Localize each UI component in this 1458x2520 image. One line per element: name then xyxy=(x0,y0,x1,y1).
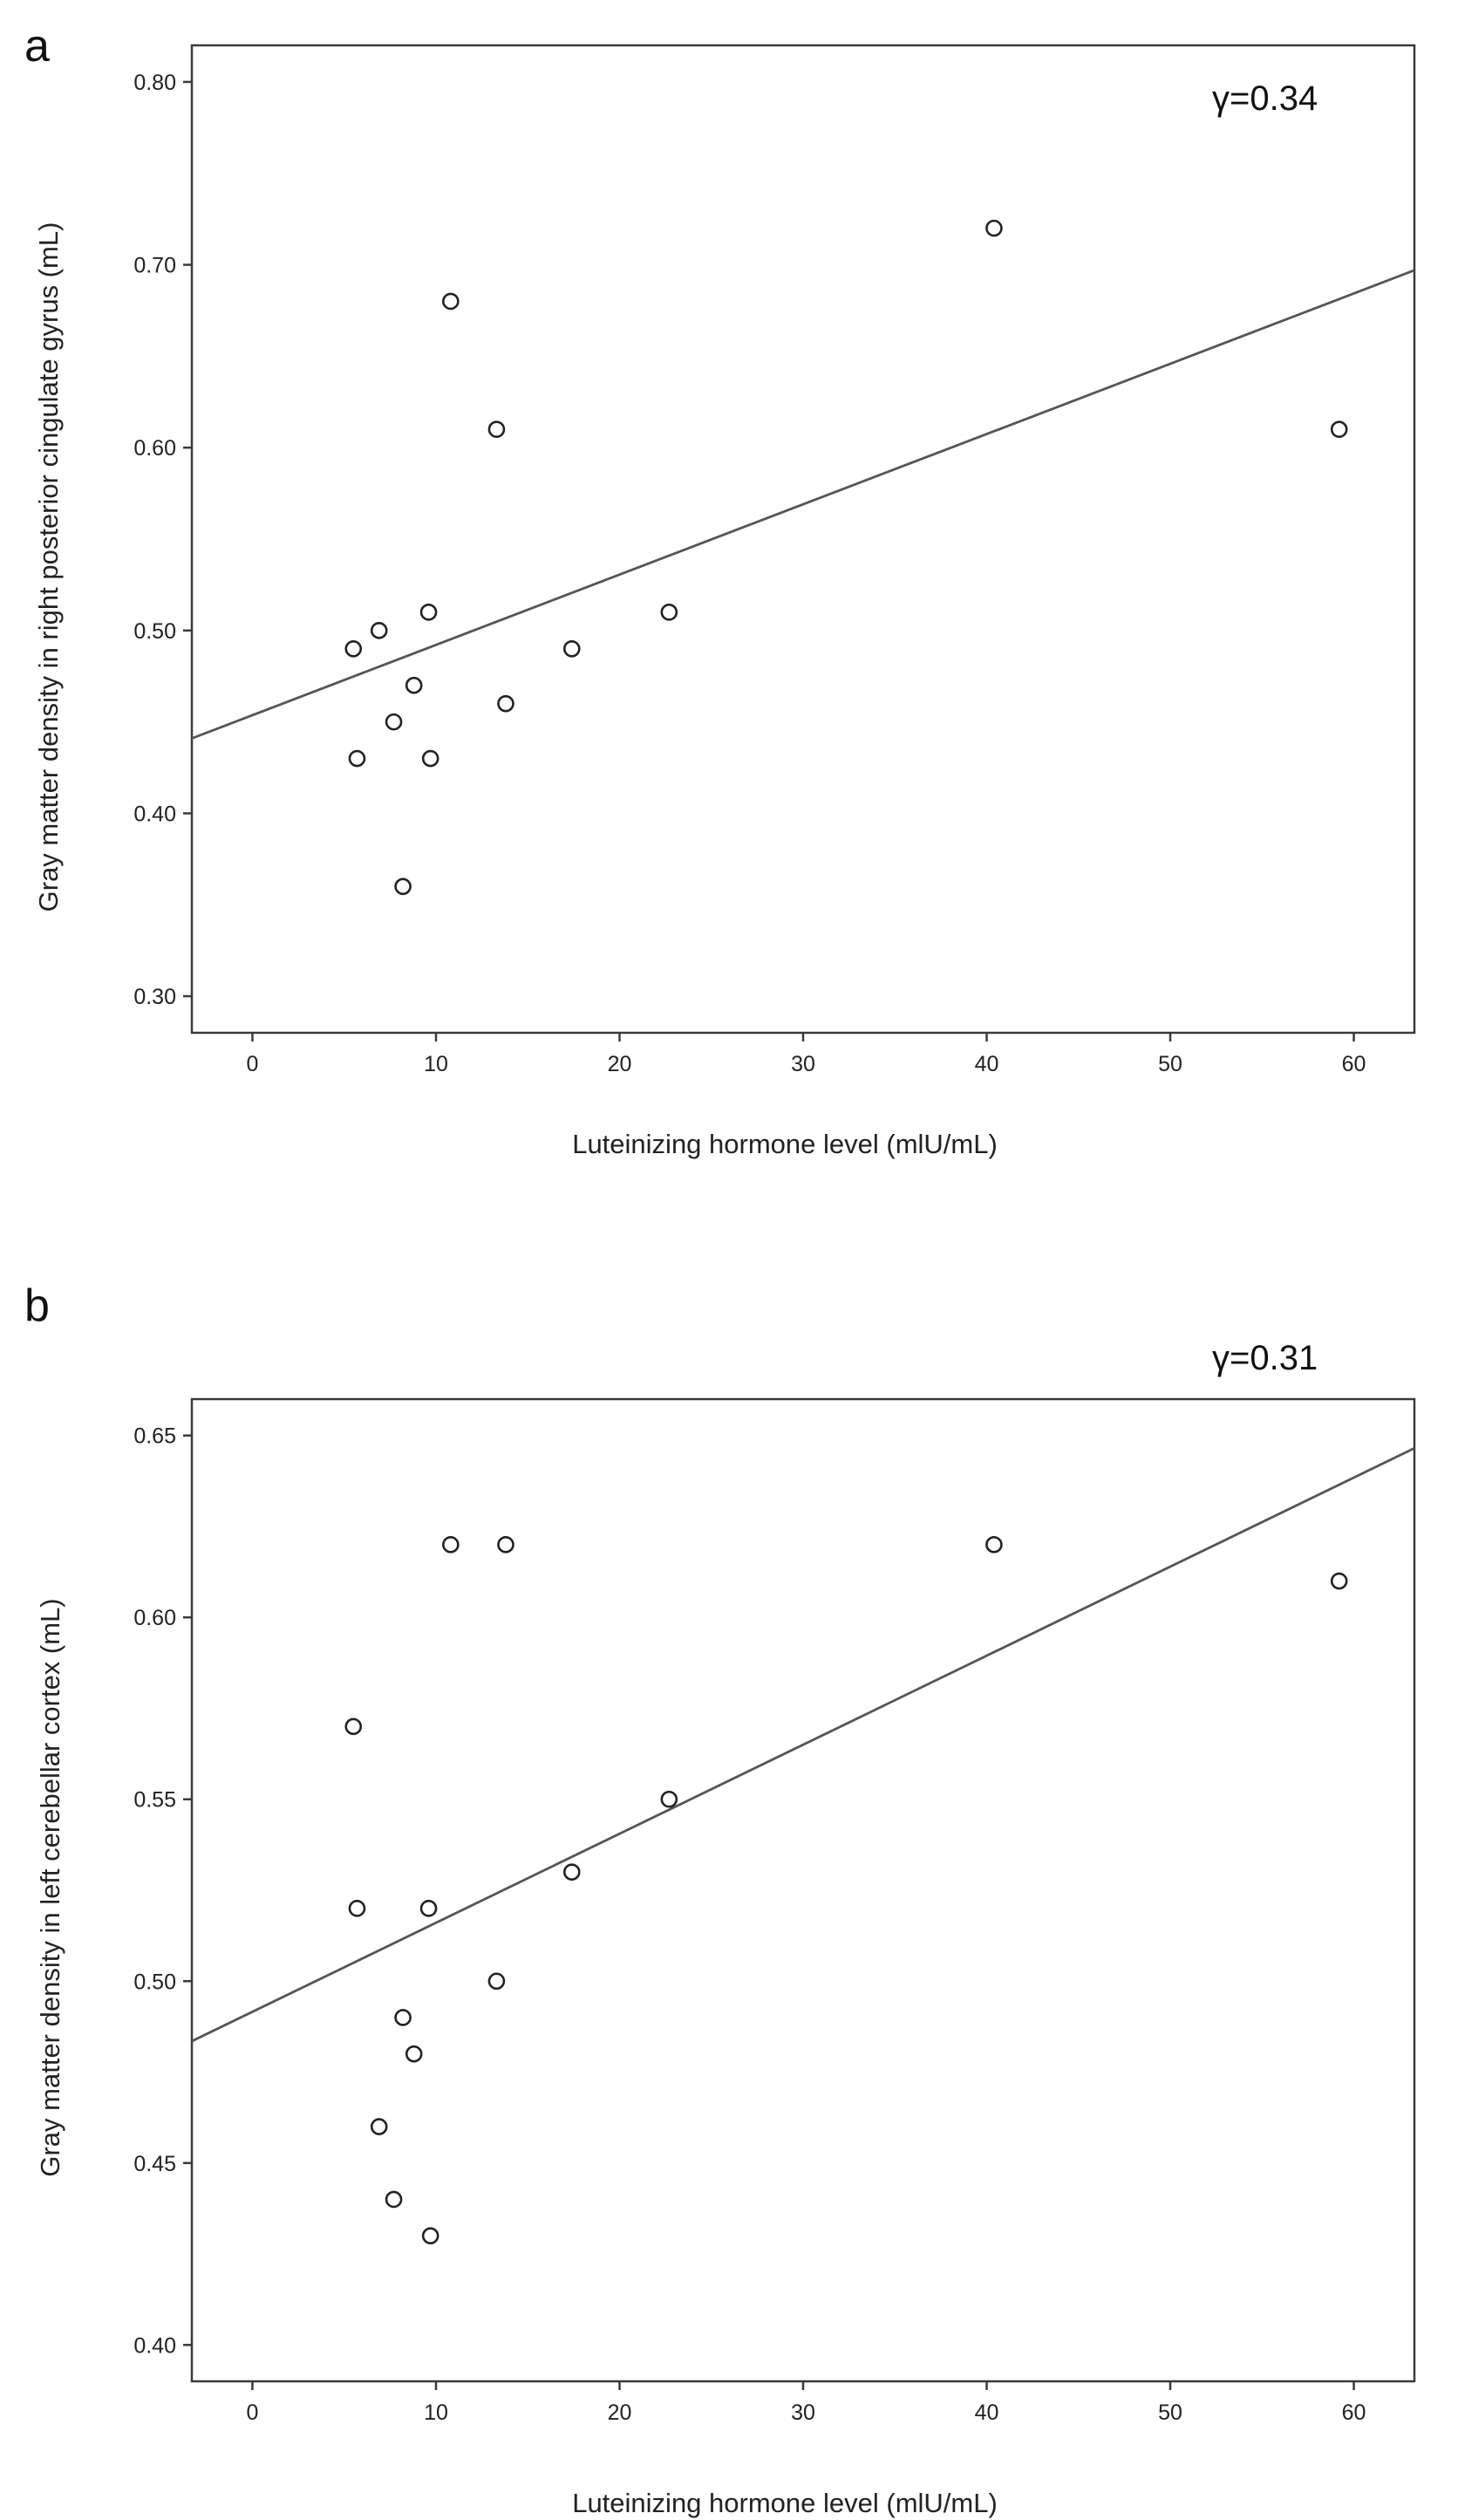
scatter-point xyxy=(394,878,412,896)
plot-frame xyxy=(190,44,1416,1035)
scatter-chart-b: b γ=0.31 Luteinizing hormone level (mlU/… xyxy=(24,1280,1416,2518)
x-tick-label: 50 xyxy=(1158,1052,1182,1076)
scatter-point xyxy=(497,694,514,713)
plot-area: 0.40 0.45 0.50 0.55 0.60 0.65 0 10 20 30 40 50 60 xyxy=(133,1397,1416,2425)
scatter-point xyxy=(385,713,403,731)
y-tick-label: 0.80 xyxy=(133,71,176,95)
scatter-point xyxy=(385,2190,403,2209)
x-tick-label: 60 xyxy=(1342,1052,1366,1076)
x-tick-label: 10 xyxy=(424,1052,448,1076)
y-tick-label: 0.55 xyxy=(133,1788,176,1813)
y-tick-label: 0.45 xyxy=(133,2152,176,2176)
scatter-point xyxy=(421,749,439,768)
plot-area: 0.30 0.40 0.50 0.60 0.70 0.80 0 10 20 30 40 50 60 xyxy=(133,44,1416,1076)
scatter-point xyxy=(487,420,506,439)
correlation-annotation: γ=0.34 xyxy=(1212,79,1318,118)
x-tick-label: 60 xyxy=(1342,2400,1366,2425)
scatter-chart-a: a γ=0.34 Luteinizing hormone level (mlU/… xyxy=(24,21,1416,1159)
scatter-point xyxy=(344,1718,363,1736)
scatter-point xyxy=(442,1536,460,1554)
regression-line xyxy=(191,269,1415,740)
scatter-panel-b: b γ=0.31 Luteinizing hormone level (mlU/… xyxy=(0,1260,1458,2519)
scatter-point xyxy=(370,622,388,639)
scatter-point xyxy=(405,676,423,694)
scatter-point xyxy=(405,2045,423,2063)
y-axis-title: Gray matter density in right posterior c… xyxy=(33,222,64,912)
scatter-point xyxy=(562,639,581,658)
scatter-point xyxy=(421,2227,439,2244)
x-tick-label: 30 xyxy=(791,2400,815,2425)
x-tick-label: 20 xyxy=(608,2400,632,2425)
x-tick-label: 40 xyxy=(975,1052,999,1076)
x-tick-label: 50 xyxy=(1158,2400,1182,2425)
y-tick-label: 0.50 xyxy=(133,1970,176,1994)
x-axis-title: Luteinizing hormone level (mlU/mL) xyxy=(572,2488,998,2518)
scatter-point xyxy=(394,2009,412,2026)
scatter-point xyxy=(370,2118,388,2135)
y-tick-label: 0.30 xyxy=(133,985,176,1009)
y-tick-label: 0.40 xyxy=(133,802,176,826)
scatter-point xyxy=(348,1900,366,1917)
x-axis-title: Luteinizing hormone level (mlU/mL) xyxy=(572,1129,998,1159)
y-tick-label: 0.60 xyxy=(133,436,176,461)
panel-label: a xyxy=(24,21,50,72)
scatter-point xyxy=(985,1536,1003,1554)
regression-line xyxy=(191,1447,1415,2043)
scatter-point xyxy=(487,1972,506,1991)
scatter-point xyxy=(985,219,1003,237)
scatter-point xyxy=(1330,1572,1348,1590)
y-tick-label: 0.50 xyxy=(133,619,176,644)
y-axis-title: Gray matter density in left cerebellar c… xyxy=(35,1598,65,2176)
scatter-point xyxy=(348,749,366,768)
y-tick-label: 0.70 xyxy=(133,254,176,278)
plot-frame xyxy=(190,1397,1416,2383)
x-tick-label: 0 xyxy=(247,2400,259,2425)
x-tick-label: 30 xyxy=(791,1052,815,1076)
scatter-point xyxy=(419,1900,438,1917)
scatter-point xyxy=(497,1536,514,1554)
scatter-point xyxy=(442,292,460,311)
x-tick-label: 20 xyxy=(608,1052,632,1076)
scatter-point xyxy=(1330,420,1348,439)
scatter-point xyxy=(660,1790,678,1808)
scatter-point xyxy=(419,604,438,621)
y-tick-label: 0.40 xyxy=(133,2333,176,2358)
panel-label: b xyxy=(24,1280,50,1331)
x-tick-label: 40 xyxy=(975,2400,999,2425)
scatter-point xyxy=(344,639,363,658)
scatter-point xyxy=(660,604,678,621)
x-tick-label: 10 xyxy=(424,2400,448,2425)
y-tick-label: 0.60 xyxy=(133,1606,176,1630)
scatter-panel-a: a γ=0.34 Luteinizing hormone level (mlU/… xyxy=(24,21,1416,1159)
x-tick-label: 0 xyxy=(247,1052,259,1076)
correlation-annotation: γ=0.31 xyxy=(1212,1339,1318,1377)
y-tick-label: 0.65 xyxy=(133,1424,176,1449)
scatter-point xyxy=(562,1863,581,1881)
